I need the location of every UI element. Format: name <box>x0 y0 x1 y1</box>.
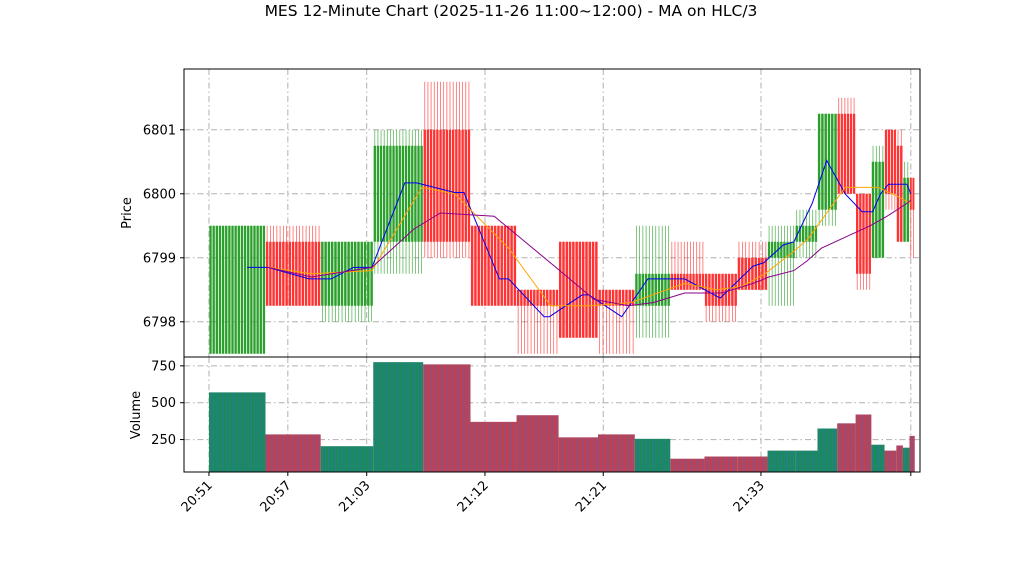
price-candles <box>209 81 915 354</box>
volume-bar-fill <box>902 447 910 472</box>
candle <box>903 161 910 242</box>
x-tick-label: 21:21 <box>573 478 610 515</box>
candle <box>321 241 373 322</box>
volume-bar-fill <box>208 392 266 472</box>
x-tick-label: 21:33 <box>731 478 768 515</box>
volume-bar-fill <box>837 423 856 472</box>
price-y-tick-label: 6800 <box>143 187 176 202</box>
candle <box>817 113 837 226</box>
x-tick-label: 21:12 <box>455 478 492 515</box>
candle <box>871 145 885 258</box>
volume-bar <box>817 428 838 472</box>
volume-bar <box>373 362 424 472</box>
x-tick-label: 21:03 <box>336 478 373 515</box>
volume-bar <box>837 423 856 472</box>
candle <box>909 177 915 258</box>
volume-bar <box>470 421 517 472</box>
candle <box>209 225 266 354</box>
candle <box>855 193 871 290</box>
volume-bar <box>516 415 559 472</box>
volume-bar <box>704 456 738 472</box>
candle <box>767 225 795 306</box>
candle <box>670 241 705 290</box>
volume-axes-frame <box>183 356 921 473</box>
volume-bar <box>767 450 796 472</box>
candle <box>423 81 471 258</box>
volume-bar <box>558 437 598 472</box>
chart-title: MES 12-Minute Chart (2025-11-26 11:00~12… <box>265 2 758 20</box>
volume-bar <box>634 438 671 472</box>
volume-panel: 250 500 750 Volume <box>129 356 921 473</box>
volume-bar <box>909 435 915 472</box>
price-y-tick-label: 6798 <box>143 315 176 330</box>
candle <box>373 129 423 274</box>
candle <box>884 129 896 210</box>
volume-bar <box>423 364 471 472</box>
volume-bar <box>208 392 266 472</box>
candle <box>837 97 856 194</box>
candle <box>896 129 903 242</box>
volume-y-axis-label: Volume <box>129 391 144 439</box>
ma-line <box>267 199 912 307</box>
volume-bar <box>902 447 910 472</box>
volume-bars <box>208 362 915 472</box>
volume-bar <box>795 450 818 472</box>
x-axis-ticks: 20:51 20:57 21:03 21:12 21:21 21:33 <box>179 472 912 515</box>
volume-y-tick-label: 250 <box>151 433 176 448</box>
candle <box>795 209 818 258</box>
volume-bar-fill <box>470 421 517 472</box>
volume-bar <box>320 446 374 472</box>
moving-averages <box>247 159 912 318</box>
candle <box>516 289 559 354</box>
candle <box>558 241 598 338</box>
volume-y-tick-label: 500 <box>151 396 176 411</box>
volume-bar-fill <box>896 445 903 472</box>
volume-y-tick-label: 750 <box>151 359 176 374</box>
volume-bar-fill <box>320 446 374 472</box>
volume-bar-fill <box>817 428 838 472</box>
candle <box>470 225 517 306</box>
price-y-tick-label: 6801 <box>143 123 176 138</box>
volume-bar <box>598 434 635 472</box>
ma-line <box>268 186 912 307</box>
volume-bar <box>670 458 705 472</box>
volume-bar-fill <box>871 444 885 472</box>
volume-bar <box>871 444 885 472</box>
volume-bar <box>884 450 897 472</box>
volume-y-ticks: 250 500 750 <box>151 359 184 448</box>
price-y-axis-label: Price <box>120 197 135 229</box>
candle <box>635 225 670 338</box>
volume-bar <box>737 456 768 472</box>
x-tick-label: 20:51 <box>179 478 216 515</box>
price-y-tick-label: 6799 <box>143 251 176 266</box>
price-panel: 6798 6799 6800 6801 Price <box>120 68 921 358</box>
candle <box>704 273 737 322</box>
volume-bar-fill <box>884 450 897 472</box>
volume-bar-fill <box>909 435 915 472</box>
price-y-ticks: 6798 6799 6800 6801 <box>143 123 184 330</box>
volume-bar <box>265 434 321 472</box>
volume-bar <box>896 445 903 472</box>
candle <box>737 241 768 290</box>
ma-line <box>247 159 912 318</box>
volume-bar-fill <box>373 362 424 472</box>
volume-bar-fill <box>558 437 598 472</box>
candle <box>265 225 321 306</box>
x-tick-label: 20:57 <box>258 478 295 515</box>
volume-bar <box>855 414 872 472</box>
